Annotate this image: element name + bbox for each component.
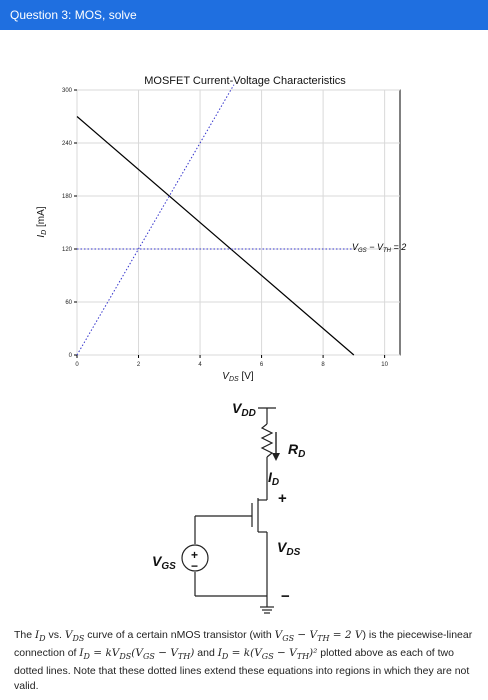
y-tick-label: 180 [62,194,73,200]
rd-label: RD [288,441,305,460]
plot-grid [76,89,400,356]
desc-eq2: ID = k(VGS − VTH)² [217,647,318,662]
source-plus-sign: + [191,548,198,562]
desc-text-2: vs. [45,629,65,641]
desc-vds: VDS [64,629,85,644]
question-title: Question 3: MOS, solve [10,8,137,22]
vds-label: VDS [277,539,301,558]
desc-text-3: curve of a certain nMOS transistor (with [84,629,275,641]
vds-minus-sign: − [281,588,290,605]
y-tick-label: 120 [62,247,73,253]
vdd-label: VDD [232,400,256,419]
id-label: ID [268,469,279,488]
y-tick-label: 300 [62,88,73,94]
y-tick-label: 0 [69,353,73,359]
desc-text-6: plotted above as each of two dotted line… [14,647,470,693]
desc-condition: VGS − VTH = 2 V [274,629,363,644]
desc-eq1: ID = kVDS(VGS − VTH) [79,647,195,662]
x-tick-label: 0 [75,362,79,368]
question-content [0,30,488,700]
vds-plus-sign: + [278,490,287,507]
question-description: The ID vs. VDS curve of a certain nMOS t… [14,628,478,694]
plot-frame [76,89,401,356]
plot-series [76,84,355,356]
current-arrow-head [272,453,280,461]
axis-ticks: 0 2 4 6 8 10 0 60 120 180 240 300 [62,88,389,368]
y-axis-label: ID [mA] [36,206,48,237]
saturation-line [76,116,355,356]
annotation-label: VGS − VTH = 2 [352,242,406,254]
desc-id: ID [35,629,46,644]
x-tick-label: 8 [321,362,325,368]
triode-dotted-line [76,84,235,356]
x-tick-label: 4 [198,362,202,368]
chart-title: MOSFET Current-Voltage Characteristics [144,75,346,87]
x-tick-label: 6 [260,362,264,368]
source-minus-sign: − [191,559,198,573]
desc-text-5: and [194,647,218,660]
x-tick-label: 10 [381,362,388,368]
y-tick-label: 240 [62,141,73,147]
y-tick-label: 60 [65,300,72,306]
x-tick-label: 2 [137,362,141,368]
desc-text-4: ) is the piecewise-linear connection of [14,629,473,660]
vgs-label: VGS [152,553,176,572]
question-header: Question 3: MOS, solve [0,0,488,30]
desc-text-1: The [14,629,36,641]
x-axis-label: VDS [V] [222,371,254,383]
circuit-diagram [181,407,276,614]
